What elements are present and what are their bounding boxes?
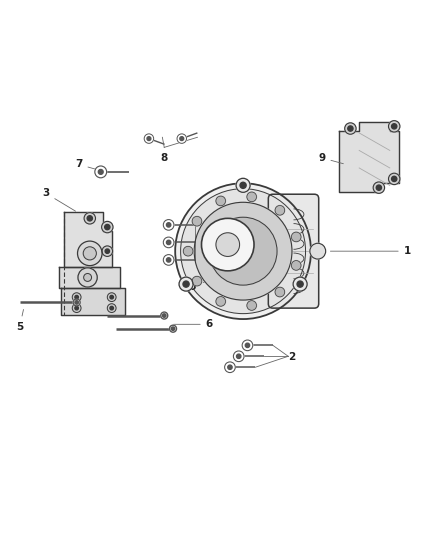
Circle shape — [177, 134, 187, 143]
Circle shape — [293, 277, 307, 291]
Circle shape — [216, 233, 240, 256]
Circle shape — [392, 176, 397, 182]
Circle shape — [291, 261, 301, 270]
Circle shape — [166, 240, 171, 245]
Circle shape — [245, 343, 250, 348]
Circle shape — [105, 224, 110, 230]
Circle shape — [237, 354, 241, 359]
Circle shape — [162, 314, 166, 317]
Circle shape — [78, 268, 97, 287]
Circle shape — [310, 243, 326, 259]
Circle shape — [163, 220, 174, 230]
Circle shape — [236, 179, 250, 192]
Text: 6: 6 — [173, 319, 213, 329]
Circle shape — [275, 206, 285, 215]
Circle shape — [192, 276, 202, 286]
Circle shape — [345, 123, 356, 134]
Circle shape — [102, 246, 113, 256]
Circle shape — [228, 365, 232, 369]
Text: 2: 2 — [288, 352, 295, 362]
Circle shape — [180, 136, 184, 141]
Circle shape — [84, 213, 95, 224]
Text: 1: 1 — [330, 246, 411, 256]
Circle shape — [201, 219, 254, 271]
Circle shape — [275, 287, 285, 297]
Circle shape — [180, 189, 306, 313]
Circle shape — [389, 120, 400, 132]
Text: 10: 10 — [183, 280, 211, 292]
Text: 5: 5 — [16, 310, 24, 332]
Text: 3: 3 — [42, 188, 76, 211]
Circle shape — [225, 362, 235, 373]
Circle shape — [163, 255, 174, 265]
Text: 2: 2 — [213, 237, 220, 247]
Circle shape — [107, 304, 116, 312]
Circle shape — [216, 196, 226, 206]
Circle shape — [84, 273, 92, 281]
Circle shape — [105, 249, 110, 253]
Circle shape — [183, 246, 193, 256]
Circle shape — [179, 277, 193, 291]
Circle shape — [170, 325, 177, 332]
Circle shape — [348, 126, 353, 131]
Circle shape — [392, 124, 397, 129]
Circle shape — [175, 183, 311, 319]
Polygon shape — [61, 288, 125, 314]
Circle shape — [166, 258, 171, 262]
Circle shape — [72, 304, 81, 312]
Polygon shape — [64, 212, 112, 266]
Circle shape — [107, 293, 116, 302]
Circle shape — [373, 182, 385, 193]
Circle shape — [98, 169, 103, 174]
Circle shape — [166, 223, 171, 227]
Text: 9: 9 — [318, 153, 343, 164]
Circle shape — [171, 327, 175, 330]
Polygon shape — [339, 122, 399, 192]
Circle shape — [87, 216, 92, 221]
Circle shape — [247, 192, 257, 201]
Circle shape — [161, 312, 168, 319]
Circle shape — [192, 216, 202, 226]
Circle shape — [183, 281, 189, 287]
Circle shape — [73, 299, 80, 306]
Circle shape — [72, 293, 81, 302]
Circle shape — [389, 173, 400, 184]
Circle shape — [102, 221, 113, 233]
Circle shape — [209, 217, 277, 285]
Circle shape — [83, 247, 96, 260]
Circle shape — [247, 301, 257, 310]
Circle shape — [144, 134, 154, 143]
Polygon shape — [59, 266, 120, 288]
Circle shape — [147, 136, 151, 141]
Text: 7: 7 — [75, 159, 99, 170]
Circle shape — [297, 281, 303, 287]
Circle shape — [78, 241, 102, 265]
Circle shape — [240, 182, 246, 188]
Text: 8: 8 — [161, 153, 168, 163]
Circle shape — [242, 340, 253, 351]
Circle shape — [75, 301, 78, 304]
Circle shape — [376, 185, 381, 190]
Circle shape — [216, 296, 226, 306]
Circle shape — [75, 295, 78, 299]
Circle shape — [75, 306, 78, 310]
Circle shape — [110, 295, 113, 299]
Circle shape — [291, 232, 301, 242]
Circle shape — [110, 306, 113, 310]
Circle shape — [163, 237, 174, 248]
FancyBboxPatch shape — [268, 194, 319, 308]
Circle shape — [194, 203, 292, 300]
Circle shape — [233, 351, 244, 361]
Circle shape — [95, 166, 107, 178]
